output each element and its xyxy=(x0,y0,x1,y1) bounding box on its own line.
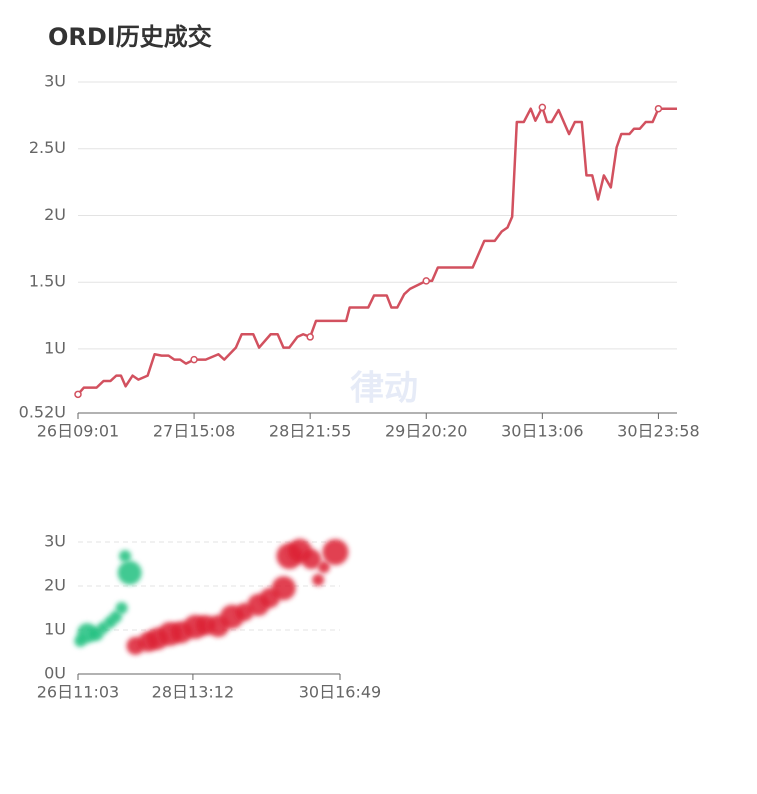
y-tick-label: 1U xyxy=(44,338,66,357)
x-tick-label: 28日21:55 xyxy=(269,422,351,441)
bubble xyxy=(117,560,142,585)
point-marker xyxy=(654,104,663,113)
bubble xyxy=(115,602,128,614)
y-tick-label: 2U xyxy=(44,205,66,224)
bubble xyxy=(317,561,330,574)
y-tick-label: 2.5U xyxy=(29,138,66,157)
x-tick-label: 30日23:58 xyxy=(617,422,699,441)
chart-title: ORDI历史成交 xyxy=(48,23,212,51)
watermark: 律动 xyxy=(350,369,418,409)
bubble xyxy=(109,610,122,623)
x-tick-label: 27日15:08 xyxy=(153,422,235,441)
y-tick-label: 0U xyxy=(44,664,66,683)
bubble xyxy=(301,549,322,570)
y-tick-label: 1U xyxy=(44,620,66,639)
x-tick-label: 30日16:49 xyxy=(299,683,381,702)
bubble xyxy=(312,573,325,586)
x-tick-label: 29日20:20 xyxy=(385,422,467,441)
y-tick-label: 3U xyxy=(44,532,66,551)
y-tick-label: 2U xyxy=(44,576,66,595)
x-tick-label: 26日09:01 xyxy=(37,422,119,441)
bubble xyxy=(271,576,296,601)
bubble xyxy=(322,539,349,566)
point-marker xyxy=(422,277,431,285)
x-tick-label: 30日13:06 xyxy=(501,422,583,441)
y-tick-label: 3U xyxy=(44,72,66,91)
line xyxy=(77,106,677,396)
point-marker xyxy=(538,103,547,112)
point-marker xyxy=(190,355,198,364)
point-marker xyxy=(74,390,82,399)
y-tick-label: 0.52U xyxy=(19,403,66,422)
y-tick-label: 1.5U xyxy=(29,272,66,291)
bubble xyxy=(119,550,132,563)
x-tick-label: 26日11:03 xyxy=(37,683,119,702)
point-marker xyxy=(306,333,314,341)
x-tick-label: 28日13:12 xyxy=(152,683,234,702)
